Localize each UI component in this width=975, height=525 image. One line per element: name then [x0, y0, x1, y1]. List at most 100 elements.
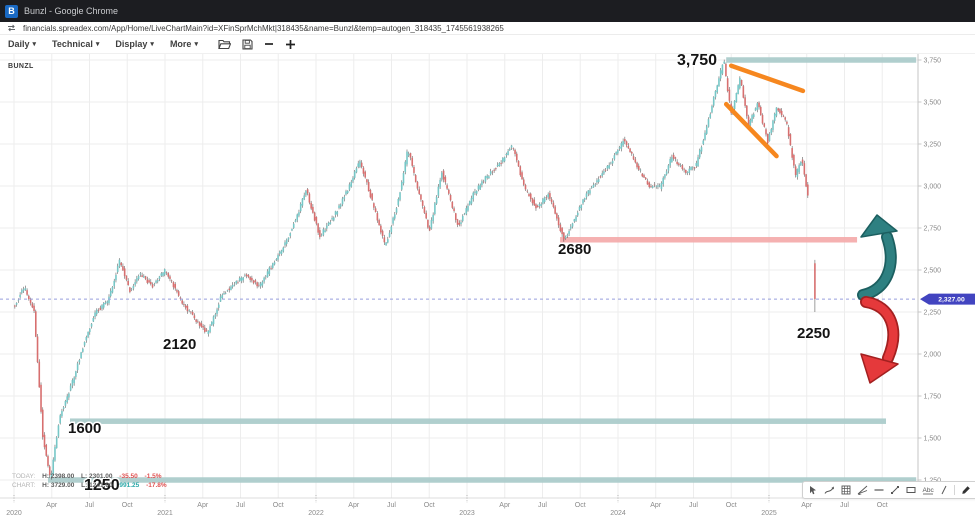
caret-down-icon — [96, 41, 100, 48]
price-annotation: 1250 — [84, 477, 120, 494]
zoom-in-icon[interactable] — [285, 39, 296, 50]
grid-icon[interactable] — [841, 485, 851, 495]
svg-text:2,250: 2,250 — [924, 309, 942, 316]
chart-high: H: 3729.00 — [42, 482, 75, 489]
price-annotation: 3,750 — [677, 54, 717, 69]
svg-text:Jul: Jul — [538, 502, 547, 509]
menu-more[interactable]: More — [170, 39, 198, 49]
symbol-label: BUNZL — [8, 63, 34, 70]
down-arrow-icon — [860, 296, 900, 384]
svg-text:Jul: Jul — [85, 502, 94, 509]
svg-text:2,000: 2,000 — [924, 351, 942, 358]
menu-display[interactable]: Display — [115, 39, 154, 49]
polyline-arrow-icon[interactable] — [824, 485, 835, 495]
level-band-1600 — [69, 418, 887, 424]
diagonal-line-icon[interactable] — [890, 485, 900, 495]
svg-text:Jul: Jul — [840, 502, 849, 509]
svg-text:Apr: Apr — [801, 502, 813, 509]
price-annotation: 2120 — [163, 336, 196, 353]
today-change-pct: -1.5% — [144, 473, 162, 480]
svg-text:Abc: Abc — [923, 487, 935, 494]
svg-text:2025: 2025 — [761, 510, 777, 517]
price-annotation: 2250 — [797, 325, 830, 342]
level-bands — [47, 57, 917, 483]
level-band-3750 — [726, 57, 917, 63]
svg-text:Apr: Apr — [499, 502, 511, 509]
orange-trendline — [728, 63, 806, 94]
today-change: -35.50 — [119, 473, 138, 480]
svg-text:1,500: 1,500 — [924, 435, 942, 442]
chart-range-stats: CHART: H: 3729.00 L: 1241.00 991.25 -17.… — [12, 481, 167, 490]
price-annotation: 2680 — [558, 241, 591, 258]
svg-text:Apr: Apr — [197, 502, 209, 509]
caret-down-icon — [33, 41, 37, 48]
svg-text:Oct: Oct — [273, 502, 284, 509]
menu-technical[interactable]: Technical — [52, 39, 99, 49]
svg-text:Oct: Oct — [424, 502, 435, 509]
up-arrow-icon — [857, 214, 898, 301]
svg-text:Jul: Jul — [689, 502, 698, 509]
svg-text:2,750: 2,750 — [924, 225, 942, 232]
zoom-out-icon[interactable] — [264, 39, 274, 49]
trend-lines-icon[interactable] — [857, 485, 868, 495]
candles — [14, 59, 816, 480]
grid-layer: 3,750 3,500 3,250 3,000 2,750 2,500 2,250 2,000… — [0, 54, 975, 517]
pencil-icon[interactable] — [961, 485, 971, 495]
svg-text:Oct: Oct — [575, 502, 586, 509]
favicon: B — [5, 4, 18, 18]
svg-text:Apr: Apr — [348, 502, 360, 509]
window-title: Bunzl - Google Chrome — [24, 6, 119, 16]
chart-change-pct: -17.8% — [146, 482, 167, 489]
chart-low: L: 1241.00 — [81, 482, 113, 489]
svg-text:2024: 2024 — [610, 510, 626, 517]
window-titlebar: B Bunzl - Google Chrome — [0, 0, 975, 22]
today-stats: TODAY: H: 2398.00 L: 2301.00 -35.50 -1.5… — [12, 472, 167, 481]
swap-arrows-icon[interactable] — [7, 24, 16, 32]
svg-text:2021: 2021 — [157, 510, 173, 517]
svg-text:2023: 2023 — [459, 510, 475, 517]
svg-text:Oct: Oct — [726, 502, 737, 509]
price-chart[interactable]: 3,750 3,500 3,250 3,000 2,750 2,500 2,250 2,000… — [0, 54, 975, 525]
menu-daily[interactable]: Daily — [8, 39, 36, 49]
caret-down-icon — [150, 41, 154, 48]
level-band-1250 — [47, 477, 917, 483]
url-bar: financials.spreadex.com/App/Home/LiveCha… — [0, 22, 975, 35]
svg-text:2022: 2022 — [308, 510, 324, 517]
orange-trendline — [723, 101, 779, 159]
line-icon[interactable] — [940, 485, 948, 495]
svg-text:Apr: Apr — [650, 502, 662, 509]
today-high: H: 2398.00 — [42, 473, 75, 480]
svg-text:1,250: 1,250 — [924, 477, 942, 484]
chart-label: CHART: — [12, 482, 36, 489]
level-band-2680 — [560, 237, 858, 243]
save-icon[interactable] — [242, 38, 253, 50]
pointer-icon[interactable] — [808, 485, 818, 495]
svg-text:1,750: 1,750 — [924, 393, 942, 400]
chart-panel: 3,750 3,500 3,250 3,000 2,750 2,500 2,250 2,000… — [0, 54, 975, 525]
toolbar-divider — [954, 485, 955, 495]
open-chart-icon[interactable] — [218, 39, 231, 50]
svg-text:Apr: Apr — [46, 502, 58, 509]
rectangle-icon[interactable] — [906, 485, 916, 495]
chart-toolbar: Daily Technical Display More — [0, 35, 975, 54]
annotation-labels: 3,750 2680 2120 1600 1250 2250 — [67, 54, 832, 496]
drawing-toolbar: Abc — [802, 481, 975, 499]
svg-text:2,500: 2,500 — [924, 267, 942, 274]
svg-text:2,327.00: 2,327.00 — [938, 296, 965, 303]
svg-text:3,250: 3,250 — [924, 141, 942, 148]
url-text[interactable]: financials.spreadex.com/App/Home/LiveCha… — [23, 23, 504, 33]
chart-stats: TODAY: H: 2398.00 L: 2301.00 -35.50 -1.5… — [12, 472, 167, 490]
text-icon[interactable]: Abc — [922, 485, 934, 495]
svg-text:Jul: Jul — [387, 502, 396, 509]
svg-text:Oct: Oct — [877, 502, 888, 509]
caret-down-icon — [194, 41, 198, 48]
svg-text:3,000: 3,000 — [924, 183, 942, 190]
svg-text:3,500: 3,500 — [924, 99, 942, 106]
svg-text:Oct: Oct — [122, 502, 133, 509]
today-low: L: 2301.00 — [81, 473, 113, 480]
trend-arrows — [857, 214, 900, 384]
svg-text:2020: 2020 — [6, 510, 22, 517]
svg-text:Jul: Jul — [236, 502, 245, 509]
horizontal-line-icon[interactable] — [874, 485, 884, 495]
chart-change: 991.25 — [119, 482, 140, 489]
